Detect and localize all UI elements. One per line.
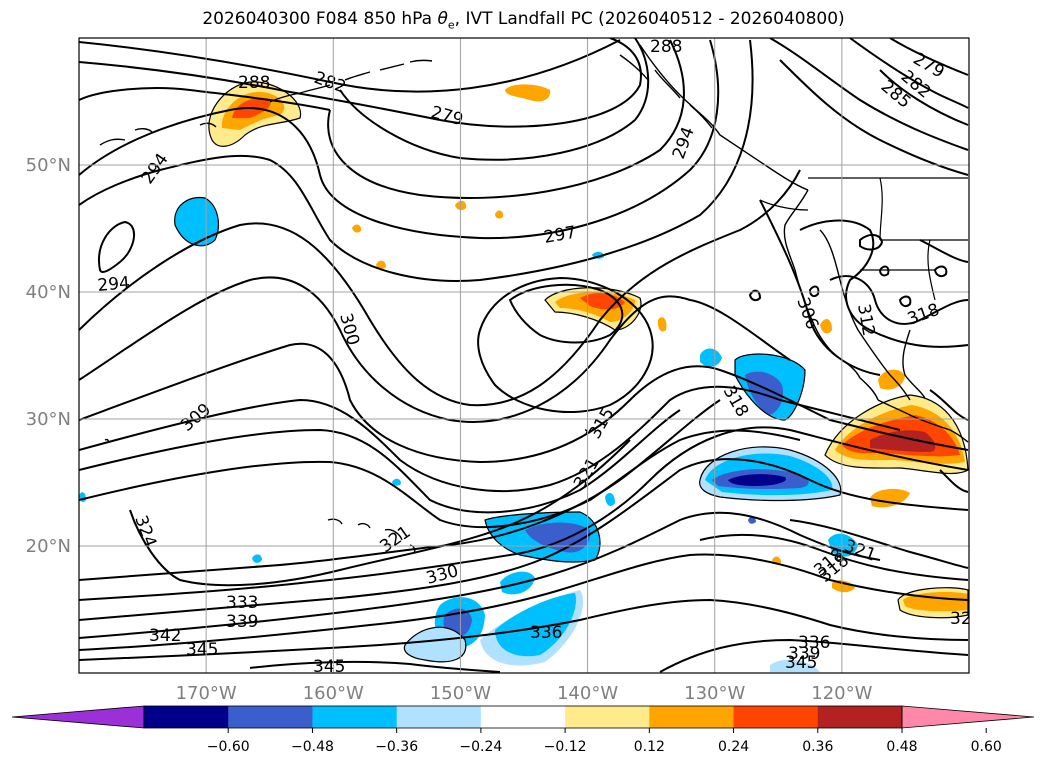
latitude-tick-label: 20°N <box>26 536 71 557</box>
contour-label: 345 <box>785 653 817 673</box>
colorbar-tick-label: 0.48 <box>886 739 917 755</box>
contour-label: 279 <box>429 103 466 131</box>
map-frame <box>78 37 970 674</box>
colorbar-extend-low <box>11 705 145 729</box>
colorbar-tick-label: −0.24 <box>459 739 502 755</box>
contour-label: 336 <box>798 633 830 653</box>
colorbar-tick-label: −0.36 <box>375 739 418 755</box>
title-theta: θ <box>437 9 448 29</box>
colorbar-segment <box>817 706 903 728</box>
longitude-tick-label: 150°W <box>430 683 491 704</box>
longitude-tick-label: 130°W <box>684 683 745 704</box>
longitude-tick-label: 120°W <box>811 683 872 704</box>
contour-label: 345 <box>313 657 345 677</box>
map-title: 2026040300 F084 850 hPa θe, IVT Landfall… <box>0 9 1047 31</box>
title-theta-subscript: e <box>447 18 455 32</box>
contour-label: 306 <box>792 295 822 332</box>
colorbar-segment <box>565 706 650 728</box>
colorbar-tick-label: 0.60 <box>971 739 1002 755</box>
colorbar-tick-label: −0.60 <box>207 739 250 755</box>
contour-label: 297 <box>542 223 577 248</box>
shading-negative <box>79 197 858 672</box>
contour-label: 32 <box>950 609 972 629</box>
longitude-tick-label: 170°W <box>176 683 237 704</box>
longitude-labels: 170°W 160°W 150°W 140°W 130°W 120°W <box>176 683 873 704</box>
colorbar-tick-label: 0.24 <box>718 739 749 755</box>
contour-label: 339 <box>226 612 258 632</box>
colorbar-segment <box>144 706 229 728</box>
colorbar-segment <box>649 706 735 728</box>
title-suffix: , IVT Landfall PC (2026040512 - 20260408… <box>454 9 845 29</box>
longitude-tick-label: 140°W <box>557 683 618 704</box>
colorbar-tick-label: 0.12 <box>634 739 665 755</box>
contour-label: 294 <box>669 124 699 161</box>
title-prefix: 2026040300 F084 850 hPa <box>202 9 438 29</box>
contour-label: 345 <box>186 640 218 660</box>
colorbar-tick-label: −0.48 <box>291 739 334 755</box>
colorbar-segment <box>480 706 566 728</box>
contour-label: 312 <box>853 302 878 337</box>
colorbar-extend-high <box>901 705 1035 729</box>
contour-label: 336 <box>530 623 562 643</box>
contour-label: 339 <box>788 644 820 664</box>
colorbar-tick-label: 0.36 <box>802 739 833 755</box>
contour-label: 300 <box>335 311 363 348</box>
colorbar: −0.60 −0.48 −0.36 −0.24 −0.12 0.12 0.24 0.36 0.4… <box>11 705 1035 755</box>
graticule <box>79 38 969 673</box>
colorbar-segment <box>228 706 313 728</box>
latitude-labels: 50°N 40°N 30°N 20°N <box>26 155 71 557</box>
colorbar-segment <box>312 706 398 728</box>
colorbar-frame <box>143 705 903 729</box>
coastlines <box>99 44 969 554</box>
map-plot-area: 288 282 288 279 285 282 279 294 297 294 … <box>79 37 972 677</box>
contour-label: 282 <box>311 68 348 98</box>
theta-e-contours <box>79 38 969 673</box>
colorbar-tick-label: −0.12 <box>544 739 587 755</box>
contour-label: 333 <box>226 593 258 613</box>
latitude-tick-label: 30°N <box>26 409 71 430</box>
contour-label: 324 <box>130 513 160 550</box>
longitude-tick-label: 160°W <box>303 683 364 704</box>
contour-label: 288 <box>650 37 682 57</box>
colorbar-segment <box>396 706 482 728</box>
contour-label: 309 <box>177 400 215 436</box>
latitude-tick-label: 40°N <box>26 282 71 303</box>
colorbar-segment <box>733 706 819 728</box>
latitude-tick-label: 50°N <box>26 155 71 176</box>
contour-label: 294 <box>97 273 131 296</box>
contour-label: 330 <box>424 561 461 589</box>
contour-label: 342 <box>149 626 181 646</box>
contour-label: 288 <box>238 73 270 93</box>
